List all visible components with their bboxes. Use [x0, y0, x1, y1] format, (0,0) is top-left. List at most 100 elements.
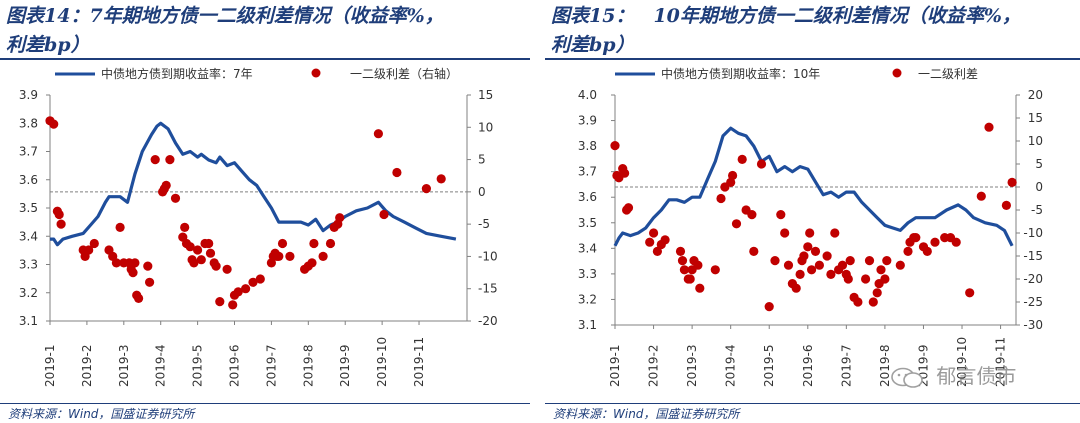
x-tick-label: 2019-3 [117, 344, 131, 387]
series-dot-spread [623, 203, 634, 213]
series-dot-spread [1001, 200, 1011, 210]
series-dot-spread [620, 168, 630, 178]
series-dot-spread [903, 246, 913, 256]
series-dot-spread [726, 177, 736, 187]
y-left-tick-label: 3.6 [19, 173, 38, 187]
series-dot-spread [373, 129, 383, 139]
series-dot-spread [143, 261, 153, 271]
series-dot-spread [89, 238, 99, 249]
series-dot-spread [675, 246, 686, 256]
y-right-tick-label: -15 [478, 282, 498, 296]
x-tick-label: 2019-7 [264, 344, 278, 387]
y-left-tick-label: 3.6 [578, 190, 597, 204]
watermark: 郁言债市 [890, 360, 1070, 390]
series-dot-spread [843, 274, 853, 284]
title-divider [0, 58, 530, 60]
y-right-tick-label: 0 [1035, 180, 1043, 194]
chart-15-plot: 中债地方债到期收益率：10年 一二级利差 3.1 3.2 3.3 3.4 3.5 3.6 3… [578, 66, 1043, 387]
series-dot-spread [731, 219, 742, 229]
y-left-tick-label: 3.8 [578, 139, 597, 153]
series-dot-spread [747, 210, 757, 220]
series-dot-spread [130, 258, 140, 268]
series-dot-spread [776, 210, 786, 220]
series-dot-spread [436, 174, 446, 184]
series-dot-spread [780, 228, 790, 238]
y-left-tick-label: 3.9 [19, 88, 38, 102]
series-dot-spread [685, 274, 695, 284]
y-right-tick-label: 0 [478, 185, 486, 199]
series-dot-spread [911, 233, 921, 243]
x-tick-label: 2019-4 [154, 344, 168, 387]
series-dot-spread [204, 238, 214, 249]
series-dot-spread [56, 219, 66, 229]
series-line-yield [613, 126, 1014, 247]
y-right-tick-label: 5 [478, 153, 486, 167]
chart-14-plot: 中债地方债到期收益率：7年 一二级利差（右轴） 3.1 3.2 3.3 3.4 3.5 3… [19, 66, 498, 387]
series-dot-spread [791, 283, 801, 293]
series-dot-spread [205, 248, 216, 258]
x-tick-label: 2019-1 [608, 344, 622, 387]
series-dot-spread [325, 238, 336, 249]
legend-line-label: 中债地方债到期收益率：7年 [101, 66, 253, 81]
y-right-tick-label: -15 [1023, 249, 1043, 263]
legend-dot-label: 一二级利差（右轴） [350, 66, 458, 81]
legend-line-label: 中债地方债到期收益率：10年 [661, 66, 820, 81]
y-right-tick-label: -5 [478, 217, 490, 231]
series-dot-spread [241, 284, 251, 294]
x-tick-label: 2019-2 [80, 344, 94, 387]
y-left-tick-label: 3.3 [19, 258, 38, 272]
chart-title: 图表15： 10年期地方债一二级利差情况（收益率%， 利差bp） [551, 2, 1071, 60]
series-dot-spread [49, 119, 59, 129]
y-left-tick-label: 3.7 [19, 145, 38, 159]
series-dot-spread [882, 256, 892, 266]
series-dot-spread [984, 122, 994, 132]
y-right-tick-label: 15 [478, 88, 493, 102]
series-dot-spread [861, 274, 871, 284]
series-dot-spread [277, 238, 288, 249]
series-dot-spread [180, 222, 190, 232]
chart-title: 图表14：7年期地方债一二级利差情况（收益率%， 利差bp） [6, 2, 526, 60]
series-dot-spread [649, 228, 659, 238]
series-dot-spread [285, 251, 295, 261]
legend-dot-swatch [311, 68, 321, 78]
series-dot-spread [951, 237, 961, 247]
series-dot-spread [161, 180, 171, 190]
legend: 中债地方债到期收益率：10年 一二级利差 [615, 66, 978, 81]
series-dot-spread [189, 258, 199, 268]
series-dot-spread [922, 246, 932, 256]
series-dot-spread [770, 256, 780, 266]
series-line-yield [50, 121, 457, 247]
series-dot-spread [710, 265, 720, 275]
series-dot-spread [677, 256, 688, 266]
series-dot-spread [737, 154, 747, 164]
series-dot-spread [645, 237, 655, 247]
series-dot-spread [255, 274, 265, 284]
source-divider [545, 403, 1080, 404]
y-right-tick-label: -5 [1031, 203, 1043, 217]
series-dot-spread [845, 256, 855, 266]
series-dot-spread [822, 251, 832, 261]
y-left-tick-label: 3.4 [578, 241, 597, 255]
series-dot-spread [421, 184, 431, 194]
series-dot-spread [965, 288, 975, 298]
y-right-tick-label: -10 [1023, 226, 1043, 240]
series-dot-spread [930, 237, 940, 247]
x-tick-label: 2019-5 [191, 344, 205, 387]
source-note: 资料来源：Wind，国盛证券研究所 [553, 407, 740, 421]
chart-title-line2: 利差bp） [6, 34, 90, 56]
x-tick-label: 2019-9 [338, 344, 352, 387]
series-dot-spread [679, 265, 689, 275]
series-dot-spread [150, 155, 160, 165]
y-left-tick-label: 3.1 [578, 318, 597, 332]
y-left-tick-label: 3.9 [578, 114, 597, 128]
series-dot-spread [826, 269, 836, 279]
x-tick-label: 2019-11 [994, 337, 1008, 387]
chart-title-line2: 利差bp） [551, 34, 635, 56]
series-dot-spread [799, 251, 809, 261]
y-left-tick-label: 3.2 [578, 292, 597, 306]
series-dot-spread [660, 235, 670, 245]
y-right-tick-label: 15 [1028, 111, 1043, 125]
series-dot-spread [853, 297, 863, 307]
x-tick-label: 2019-3 [685, 344, 699, 387]
series-dot-spread [837, 260, 848, 270]
